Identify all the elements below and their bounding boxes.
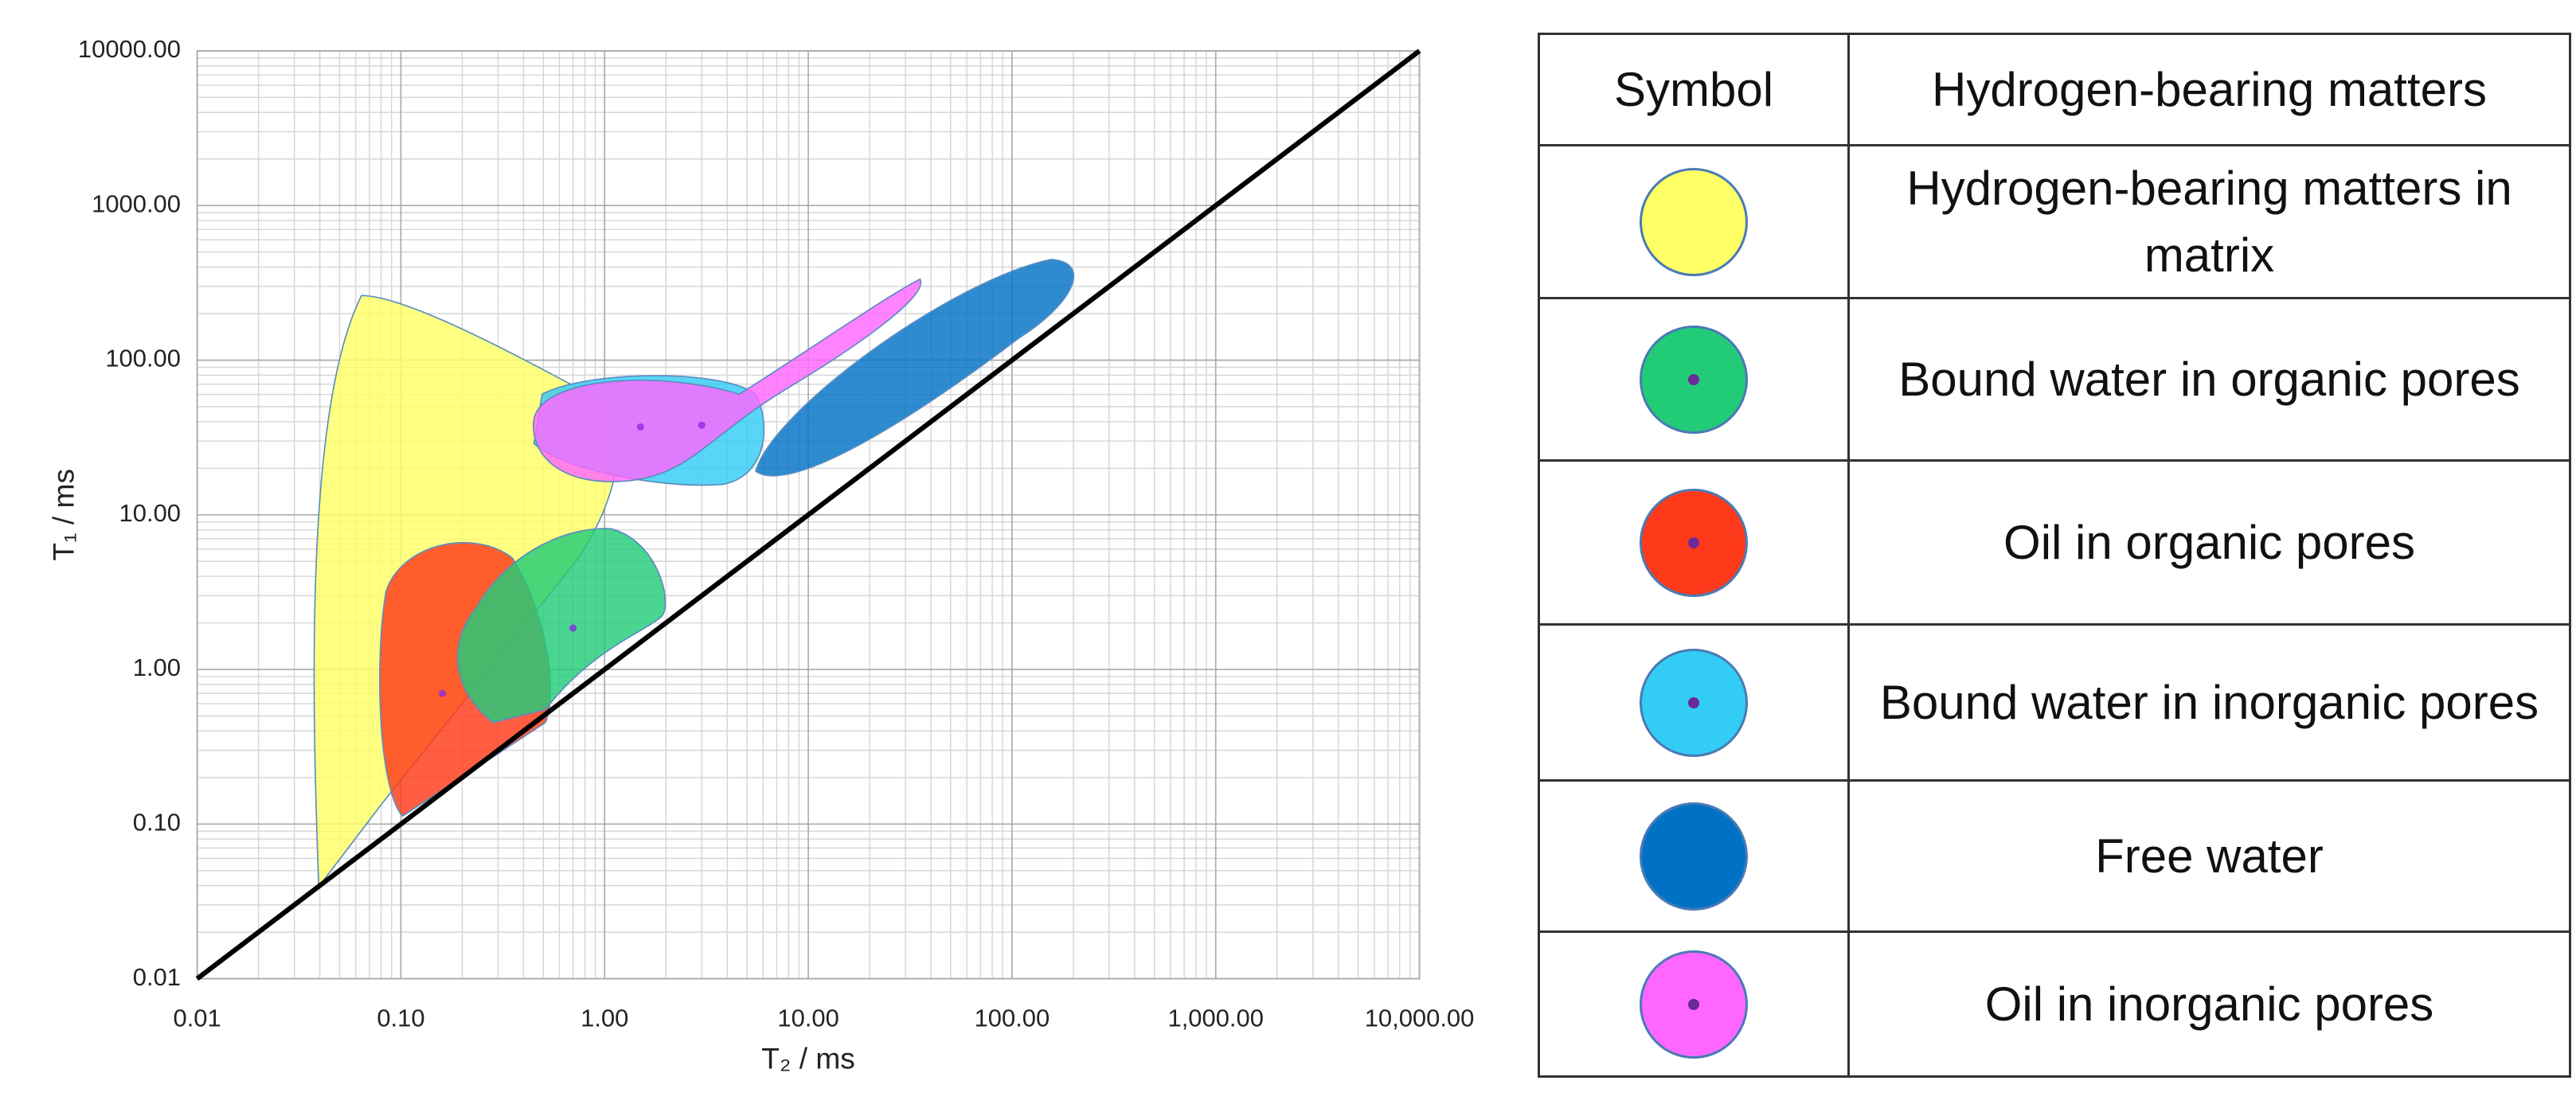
center-point <box>569 624 577 632</box>
regions <box>313 259 1075 889</box>
legend-label: Bound water in organic pores <box>1847 297 2571 462</box>
symbol-cell <box>1538 459 1850 626</box>
x-tick-label: 10.00 <box>777 1004 838 1032</box>
center-point <box>439 689 447 697</box>
y-tick-label: 100.00 <box>105 345 181 373</box>
center-point <box>636 423 644 431</box>
x-tick-label: 100.00 <box>975 1004 1050 1032</box>
legend-label: Bound water in inorganic pores <box>1847 623 2571 782</box>
legend-symbol <box>1640 648 1748 757</box>
x-tick-label: 1.00 <box>580 1004 628 1032</box>
symbol-cell <box>1538 930 1850 1078</box>
legend-label: Free water <box>1847 779 2571 933</box>
legend-dot <box>1688 536 1699 548</box>
legend-row: Oil in organic pores <box>1538 459 2571 626</box>
x-tick-label: 10,000.00 <box>1365 1004 1475 1032</box>
legend-table: Symbol Hydrogen-bearing matters Hydrogen… <box>1538 33 2571 1078</box>
legend-dot <box>1688 696 1699 708</box>
legend-row: Oil in inorganic pores <box>1538 930 2571 1078</box>
y-tick-label: 10.00 <box>119 499 181 527</box>
y-axis-label: T₁ / ms <box>46 469 80 561</box>
x-tick-label: 1,000.00 <box>1168 1004 1264 1032</box>
center-point <box>698 421 706 429</box>
y-tick-label: 0.01 <box>133 963 181 991</box>
legend-symbol <box>1640 488 1748 597</box>
header-cell: Symbol <box>1538 33 1850 146</box>
legend-row: Bound water in inorganic pores <box>1538 623 2571 782</box>
legend-dot <box>1688 373 1699 385</box>
diagonal-line <box>195 49 1421 981</box>
symbol-cell <box>1538 144 1850 299</box>
legend-symbol <box>1640 950 1748 1059</box>
symbol-cell <box>1538 623 1850 782</box>
x-tick-label: 0.10 <box>377 1004 424 1032</box>
legend-label: Oil in inorganic pores <box>1847 930 2571 1078</box>
region <box>456 528 666 724</box>
legend-row: Hydrogen-bearing matters in matrix <box>1538 144 2571 299</box>
legend-label: Hydrogen-bearing matters in matrix <box>1847 144 2571 299</box>
foreground: 0.01 0.10 1.00 10.00 100.00 1,000.00 10,000.00… <box>46 35 1474 1075</box>
legend-symbol <box>1640 325 1748 434</box>
y-tick-label: 1.00 <box>133 653 181 681</box>
region <box>533 278 922 482</box>
legend-row: Bound water in organic pores <box>1538 297 2571 462</box>
x-tick-label: 0.01 <box>174 1004 221 1032</box>
symbol-cell <box>1538 779 1850 933</box>
x-axis-label: T₂ / ms <box>761 1042 855 1075</box>
y-tick-label: 0.10 <box>133 808 181 836</box>
symbol-cell <box>1538 297 1850 462</box>
y-tick-label: 10000.00 <box>78 35 181 63</box>
legend-row: Free water <box>1538 779 2571 933</box>
legend-header: Symbol Hydrogen-bearing matters <box>1538 33 2571 146</box>
header-cell: Hydrogen-bearing matters <box>1847 33 2571 146</box>
legend-label: Oil in organic pores <box>1847 459 2571 626</box>
y-tick-label: 1000.00 <box>92 189 181 217</box>
legend-symbol <box>1640 167 1748 276</box>
region <box>755 259 1075 477</box>
legend-symbol <box>1640 802 1748 911</box>
legend-dot <box>1688 998 1699 1010</box>
